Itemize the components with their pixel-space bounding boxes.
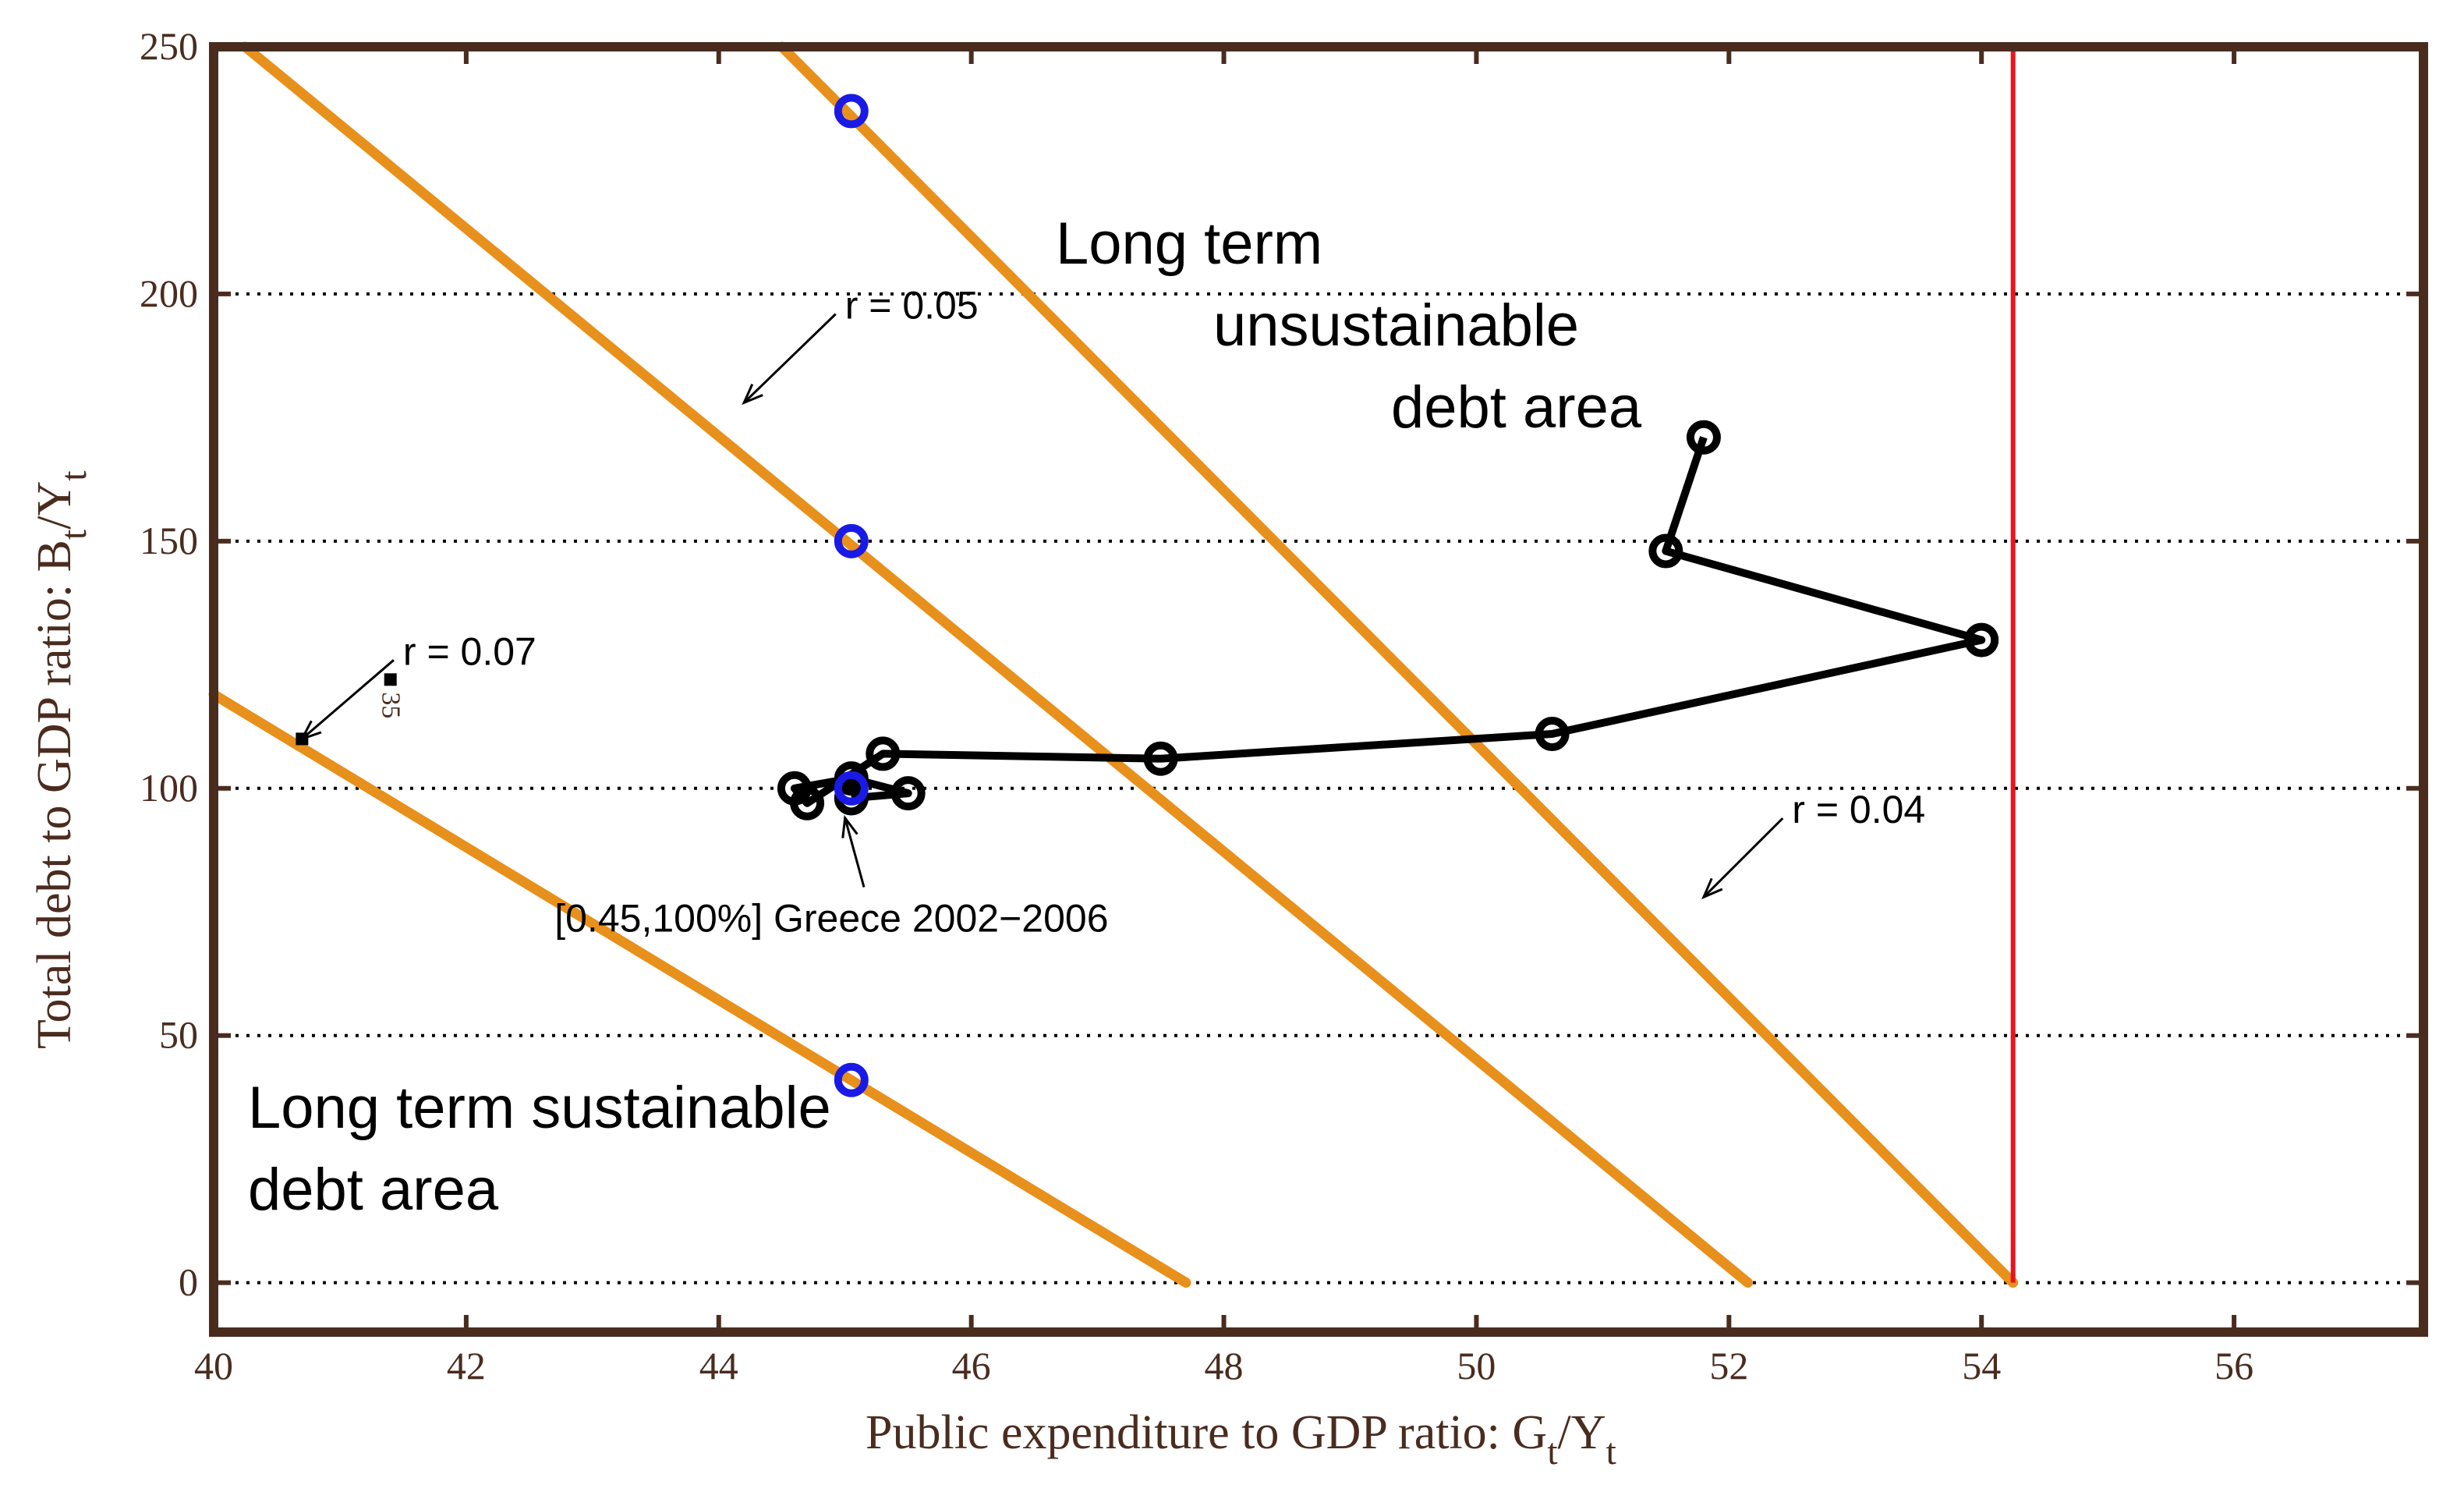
x-tick-label: 50	[1457, 1344, 1496, 1387]
y-axis-title-mid: /Y	[28, 481, 81, 530]
blue-circle-marker	[834, 1062, 869, 1097]
annotation-arrow-head	[1701, 877, 1723, 900]
data-markers: 35	[296, 94, 1999, 1097]
annotation-arrow-line	[844, 817, 866, 888]
sustainable-label-line2: debt area	[248, 1157, 499, 1223]
x-axis-title-sub2: t	[1606, 1431, 1617, 1473]
orange-line-2	[208, 689, 1191, 1288]
y-axis-title-sub1: t	[53, 529, 94, 540]
r007-small-label: 35	[377, 692, 405, 718]
annotation-label: r = 0.07	[403, 629, 536, 673]
annotation-arrow-head	[841, 814, 859, 838]
x-axis-title-main: Public expenditure to GDP ratio: G	[866, 1406, 1547, 1459]
annotation-arrow-line	[743, 313, 837, 404]
y-tick-label: 100	[140, 766, 198, 810]
y-axis-title-sub2: t	[53, 470, 94, 481]
greece-point-marker	[866, 736, 901, 771]
unsustainable-label-line3: debt area	[1391, 374, 1642, 441]
annotation-label: [0.45,100%] Greece 2002−2006	[554, 897, 1108, 941]
y-grid	[214, 292, 2423, 1285]
axis-ticks: 0 50 100 150 200 250 40 42 44 46 48 50 52 54 56	[140, 24, 2423, 1387]
y-tick-label: 0	[179, 1260, 198, 1304]
annotation-arrow-line	[301, 659, 395, 740]
annotation-arrow-line	[1702, 817, 1784, 898]
sustainable-label-line1: Long term sustainable	[248, 1075, 831, 1141]
x-tick-label: 44	[699, 1344, 738, 1387]
x-tick-label: 40	[194, 1344, 233, 1387]
greece-point-marker	[1686, 420, 1721, 455]
y-tick-label: 150	[140, 519, 198, 562]
x-tick-label: 48	[1205, 1344, 1244, 1387]
greece-point-marker	[1964, 622, 1999, 657]
plot-frame	[209, 42, 2428, 1337]
unsustainable-label-line2: unsustainable	[1213, 292, 1579, 359]
greece-point-marker	[1143, 741, 1178, 776]
y-tick-label: 50	[159, 1013, 198, 1057]
x-tick-label: 54	[1962, 1344, 2001, 1387]
y-tick-label: 200	[140, 271, 198, 315]
greece-point-marker	[1648, 533, 1683, 569]
annotation-arrow-head	[299, 720, 322, 742]
greece-point-marker	[890, 776, 926, 811]
x-tick-label: 52	[1709, 1344, 1748, 1387]
blue-circle-marker	[834, 523, 869, 558]
greece-point-marker	[1535, 717, 1570, 752]
annotation-label: r = 0.04	[1792, 788, 1925, 831]
x-tick-label: 56	[2214, 1344, 2253, 1387]
blue-circle-marker	[834, 94, 869, 129]
greece-path-line	[790, 436, 1986, 807]
unsustainable-label-line1: Long term	[1056, 211, 1322, 277]
x-axis-title-sub1: t	[1547, 1431, 1558, 1473]
orange-line-1	[239, 41, 1754, 1288]
annotation-arrow-head	[742, 384, 763, 406]
greece-point-marker	[777, 771, 812, 806]
annotation-label: r = 0.05	[845, 284, 979, 328]
x-tick-label: 42	[447, 1344, 486, 1387]
r007-small-square	[384, 673, 397, 686]
y-axis-title: Total debt to GDP ratio: Bt/Yt	[28, 470, 94, 1049]
data-series	[208, 41, 2019, 1288]
y-tick-label: 250	[140, 24, 198, 68]
blue-circle-marker	[834, 771, 869, 806]
x-axis-title: Public expenditure to GDP ratio: Gt/Yt	[866, 1406, 1617, 1473]
orange-line-0	[777, 41, 2019, 1288]
x-axis-title-mid: /Y	[1558, 1406, 1606, 1459]
x-tick-label: 46	[952, 1344, 991, 1387]
y-axis-title-main: Total debt to GDP ratio: B	[28, 540, 81, 1049]
annotations: r = 0.05 r = 0.07 r = 0.04 [0.45,100%] Gree…	[299, 284, 1925, 941]
